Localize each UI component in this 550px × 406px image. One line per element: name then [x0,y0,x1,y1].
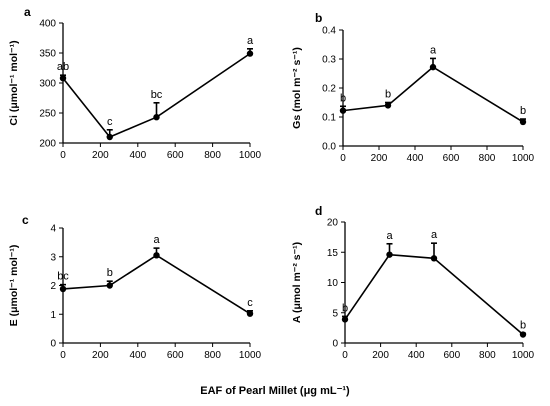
y-tick-label-c: 2 [50,281,56,292]
x-tick-label-b: 800 [479,153,496,164]
y-tick-label-d: 0 [332,339,338,350]
significance-letter-a: ab [57,61,69,73]
x-tick-label-d: 200 [372,350,389,361]
data-point-a [246,50,254,57]
significance-letter-c: b [107,267,113,279]
panel-label-d: d [315,204,322,218]
significance-letter-d: b [342,302,348,314]
x-tick-label-c: 400 [129,350,146,361]
data-point-b [429,63,437,71]
y-tick-label-b: 0.1 [322,113,336,124]
y-axis-label-d: A (μmol m⁻² s⁻¹) [291,242,303,323]
significance-letter-c: a [153,234,160,246]
x-tick-label-a: 800 [204,150,221,161]
x-tick-label-a: 1000 [239,150,262,161]
data-point-c [106,282,113,289]
x-tick-label-a: 200 [92,150,109,161]
significance-letter-a: c [107,116,113,128]
series-line-d [344,253,524,336]
significance-letter-d: a [431,229,438,241]
x-tick-label-c: 1000 [239,350,262,361]
data-point-c [246,310,254,317]
x-tick-label-d: 400 [408,350,425,361]
y-tick-label-a: 400 [39,19,56,30]
series-line-a [62,52,251,138]
panel-label-c: c [22,213,29,227]
data-point-a [59,75,67,82]
y-axis-label-c: E (μmol⁻¹ mol⁻¹) [8,245,20,327]
significance-letter-d: a [386,230,393,242]
x-tick-label-c: 200 [92,350,109,361]
x-tick-label-b: 200 [371,153,388,164]
series-line-c [62,254,251,315]
significance-letter-c: bc [57,271,69,283]
data-point-c [153,252,160,259]
x-tick-label-a: 400 [129,150,146,161]
y-tick-label-b: 0.4 [322,26,336,37]
significance-letter-c: c [247,297,253,309]
significance-letter-a: bc [151,89,163,101]
x-tick-label-c: 600 [167,350,184,361]
x-tick-label-b: 0 [340,153,346,164]
data-point-b [384,102,392,109]
significance-letter-a: a [247,35,254,47]
y-tick-label-b: 0.3 [322,55,336,66]
significance-letter-d: b [520,319,526,331]
x-tick-label-d: 800 [479,350,496,361]
x-tick-label-b: 1000 [512,153,535,164]
y-axis-label-a: Ci (μmol⁻¹ mol⁻¹) [8,40,20,125]
x-tick-label-b: 400 [407,153,424,164]
y-tick-label-d: 10 [327,278,339,289]
data-point-b [339,107,347,114]
y-tick-label-c: 3 [50,252,56,263]
x-tick-label-d: 1000 [512,350,535,361]
panel-label-b: b [315,11,322,25]
series-line-b [342,66,524,123]
x-tick-label-c: 800 [204,350,221,361]
significance-letter-b: b [520,105,526,117]
y-tick-label-c: 0 [50,339,56,350]
y-tick-label-b: 0.2 [322,84,336,95]
x-tick-label-d: 600 [443,350,460,361]
x-tick-label-c: 0 [60,350,66,361]
y-tick-label-d: 20 [327,218,339,229]
panel-label-a: a [24,5,31,19]
data-point-a [106,133,113,141]
data-point-d [341,316,349,323]
y-tick-label-c: 1 [50,310,56,321]
y-tick-label-a: 350 [39,49,56,60]
x-tick-label-b: 600 [443,153,460,164]
x-tick-label-a: 600 [167,150,184,161]
data-point-b [519,118,527,126]
y-tick-label-d: 5 [332,308,338,319]
data-point-d [386,251,393,258]
y-tick-label-a: 200 [39,139,56,150]
y-tick-label-a: 300 [39,79,56,90]
x-tick-label-d: 0 [342,350,348,361]
y-tick-label-a: 250 [39,109,56,120]
data-point-d [519,331,527,338]
y-tick-label-b: 0.0 [322,142,336,153]
data-point-a [153,114,160,121]
shared-x-axis-label: EAF of Pearl Millet (μg mL⁻¹) [200,385,350,397]
significance-letter-b: a [430,44,437,56]
data-point-d [430,255,438,262]
x-tick-label-a: 0 [60,150,66,161]
y-tick-label-c: 4 [50,224,56,235]
significance-letter-b: b [340,92,346,104]
y-axis-label-b: Gs (mol m⁻² s⁻¹) [291,47,303,129]
data-point-c [59,285,67,293]
y-tick-label-d: 15 [327,248,339,259]
significance-letter-b: b [385,89,391,101]
